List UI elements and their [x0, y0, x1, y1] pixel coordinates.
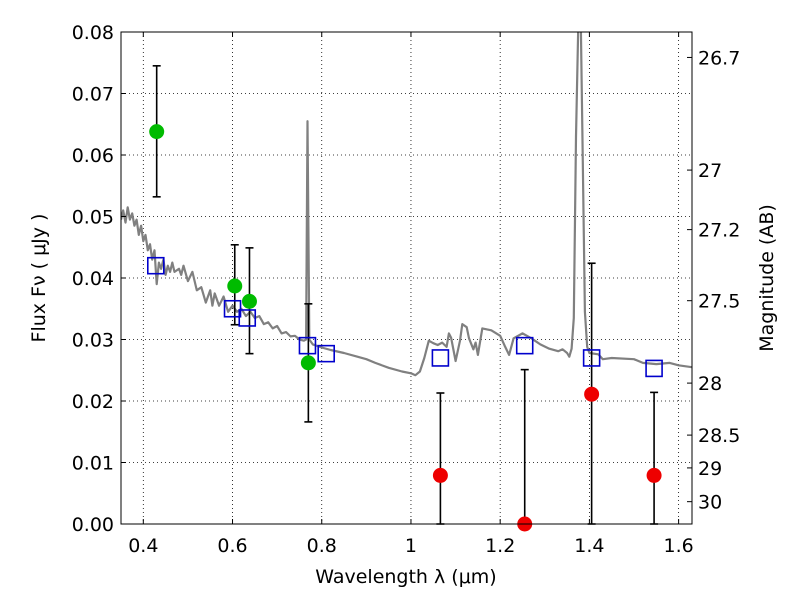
model-photometry-point-2 [238, 309, 257, 327]
non-detection-point-0 [432, 467, 448, 483]
model-photometry-point-1 [223, 299, 242, 318]
mag-tick-label-3: 27.5 [698, 291, 740, 313]
model-photometry-point-3 [298, 336, 317, 355]
detection-point-0 [149, 124, 165, 140]
non-detection-point-2 [584, 386, 600, 402]
x-tick-label-4: 1.2 [485, 535, 515, 557]
detection-point-2 [241, 293, 257, 309]
plot-area [121, 32, 692, 532]
mag-tick-label-7: 30 [698, 492, 722, 514]
error-bars-layer [152, 65, 659, 525]
model-spectrum-line [121, 32, 692, 377]
grid-lines [121, 32, 692, 524]
y-tick-label-1: 0.01 [72, 453, 114, 475]
detection-point-3 [300, 355, 316, 371]
model-photometry-point-7 [582, 349, 601, 367]
spectrum-layer [121, 32, 692, 377]
y-axis-label: Flux Fν ( μJy ) [28, 214, 50, 343]
y-tick-label-6: 0.06 [72, 145, 114, 167]
mag-tick-label-4: 28 [698, 373, 722, 395]
y-tick-label-5: 0.05 [72, 207, 114, 229]
mag-tick-label-0: 26.7 [698, 47, 740, 69]
model-photometry-point-6 [515, 336, 534, 355]
mag-tick-label-5: 28.5 [698, 425, 740, 447]
model-photometry-point-5 [431, 349, 450, 367]
model-photometry-point-0 [146, 256, 165, 275]
y-tick-label-0: 0.00 [72, 514, 114, 536]
x-tick-label-2: 0.8 [307, 535, 337, 557]
mag-tick-label-2: 27.2 [698, 220, 740, 242]
y-tick-label-2: 0.02 [72, 391, 114, 413]
plot-frame [120, 31, 693, 525]
model-photometry-point-4 [317, 344, 336, 363]
y-tick-label-8: 0.08 [72, 22, 114, 44]
x-tick-label-5: 1.4 [574, 535, 604, 557]
y-tick-label-7: 0.07 [72, 84, 114, 106]
model-photometry-point-8 [645, 359, 663, 378]
non-detection-point-3 [646, 467, 662, 483]
magnitude-axis: 26.7 27 27.2 27.5 28 28.5 29 30 [687, 47, 740, 514]
model-photometry-layer [146, 256, 663, 378]
x-tick-label-3: 1 [405, 535, 417, 557]
x-tick-label-6: 1.6 [664, 535, 694, 557]
mag-tick-label-1: 27 [698, 160, 722, 182]
y-axis: 0.00 0.01 0.02 0.03 0.04 0.05 0.06 0.07 0.08 [72, 22, 126, 536]
y-tick-label-3: 0.03 [72, 330, 114, 352]
mag-tick-label-6: 29 [698, 458, 722, 480]
measured-photometry-layer [149, 124, 662, 532]
detection-point-1 [227, 278, 243, 294]
x-tick-label-1: 0.6 [217, 535, 247, 557]
y-tick-label-4: 0.04 [72, 268, 114, 290]
x-axis: 0.4 0.6 0.8 1 1.2 1.4 1.6 [128, 32, 694, 557]
x-axis-label: Wavelength λ (μm) [315, 566, 496, 588]
x-tick-label-0: 0.4 [128, 535, 158, 557]
magnitude-axis-label: Magnitude (AB) [756, 204, 778, 352]
